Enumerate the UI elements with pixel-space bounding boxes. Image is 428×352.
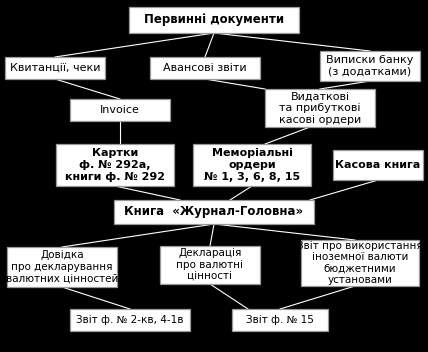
Text: Картки
ф. № 292а,
книги ф. № 292: Картки ф. № 292а, книги ф. № 292	[65, 149, 165, 182]
Text: Звіт ф. № 15: Звіт ф. № 15	[246, 315, 314, 325]
FancyBboxPatch shape	[129, 7, 299, 33]
Text: Звіт ф. № 2-кв, 4-1в: Звіт ф. № 2-кв, 4-1в	[76, 315, 184, 325]
FancyBboxPatch shape	[70, 99, 170, 121]
Text: Первинні документи: Первинні документи	[144, 13, 284, 26]
Text: Касова книга: Касова книга	[336, 160, 421, 170]
FancyBboxPatch shape	[232, 309, 328, 331]
FancyBboxPatch shape	[114, 200, 314, 224]
FancyBboxPatch shape	[150, 57, 260, 79]
Text: Invoice: Invoice	[100, 105, 140, 115]
Text: Авансові звіти: Авансові звіти	[163, 63, 247, 73]
FancyBboxPatch shape	[160, 246, 260, 284]
FancyBboxPatch shape	[56, 144, 174, 186]
FancyBboxPatch shape	[320, 51, 420, 81]
Text: Звіт про використання
іноземної валюти
бюджетними
установами: Звіт про використання іноземної валюти б…	[297, 241, 423, 285]
FancyBboxPatch shape	[333, 150, 423, 180]
FancyBboxPatch shape	[301, 240, 419, 286]
Text: Квитанції, чеки: Квитанції, чеки	[10, 63, 100, 73]
FancyBboxPatch shape	[193, 144, 311, 186]
FancyBboxPatch shape	[265, 89, 375, 127]
Text: Довідка
про декларування
валютних цінностей: Довідка про декларування валютних ціннос…	[6, 250, 118, 284]
Text: Декларація
про валютні
цінності: Декларація про валютні цінності	[176, 249, 244, 282]
Text: Видаткові
та прибуткові
касові ордери: Видаткові та прибуткові касові ордери	[279, 92, 361, 125]
Text: Виписки банку
(з додатками): Виписки банку (з додатками)	[326, 55, 414, 77]
Text: Книга  «Журнал-Головна»: Книга «Журнал-Головна»	[125, 206, 303, 219]
FancyBboxPatch shape	[7, 247, 117, 287]
FancyBboxPatch shape	[70, 309, 190, 331]
Text: Меморіальні
ордери
№ 1, 3, 6, 8, 15: Меморіальні ордери № 1, 3, 6, 8, 15	[204, 148, 300, 182]
FancyBboxPatch shape	[5, 57, 105, 79]
